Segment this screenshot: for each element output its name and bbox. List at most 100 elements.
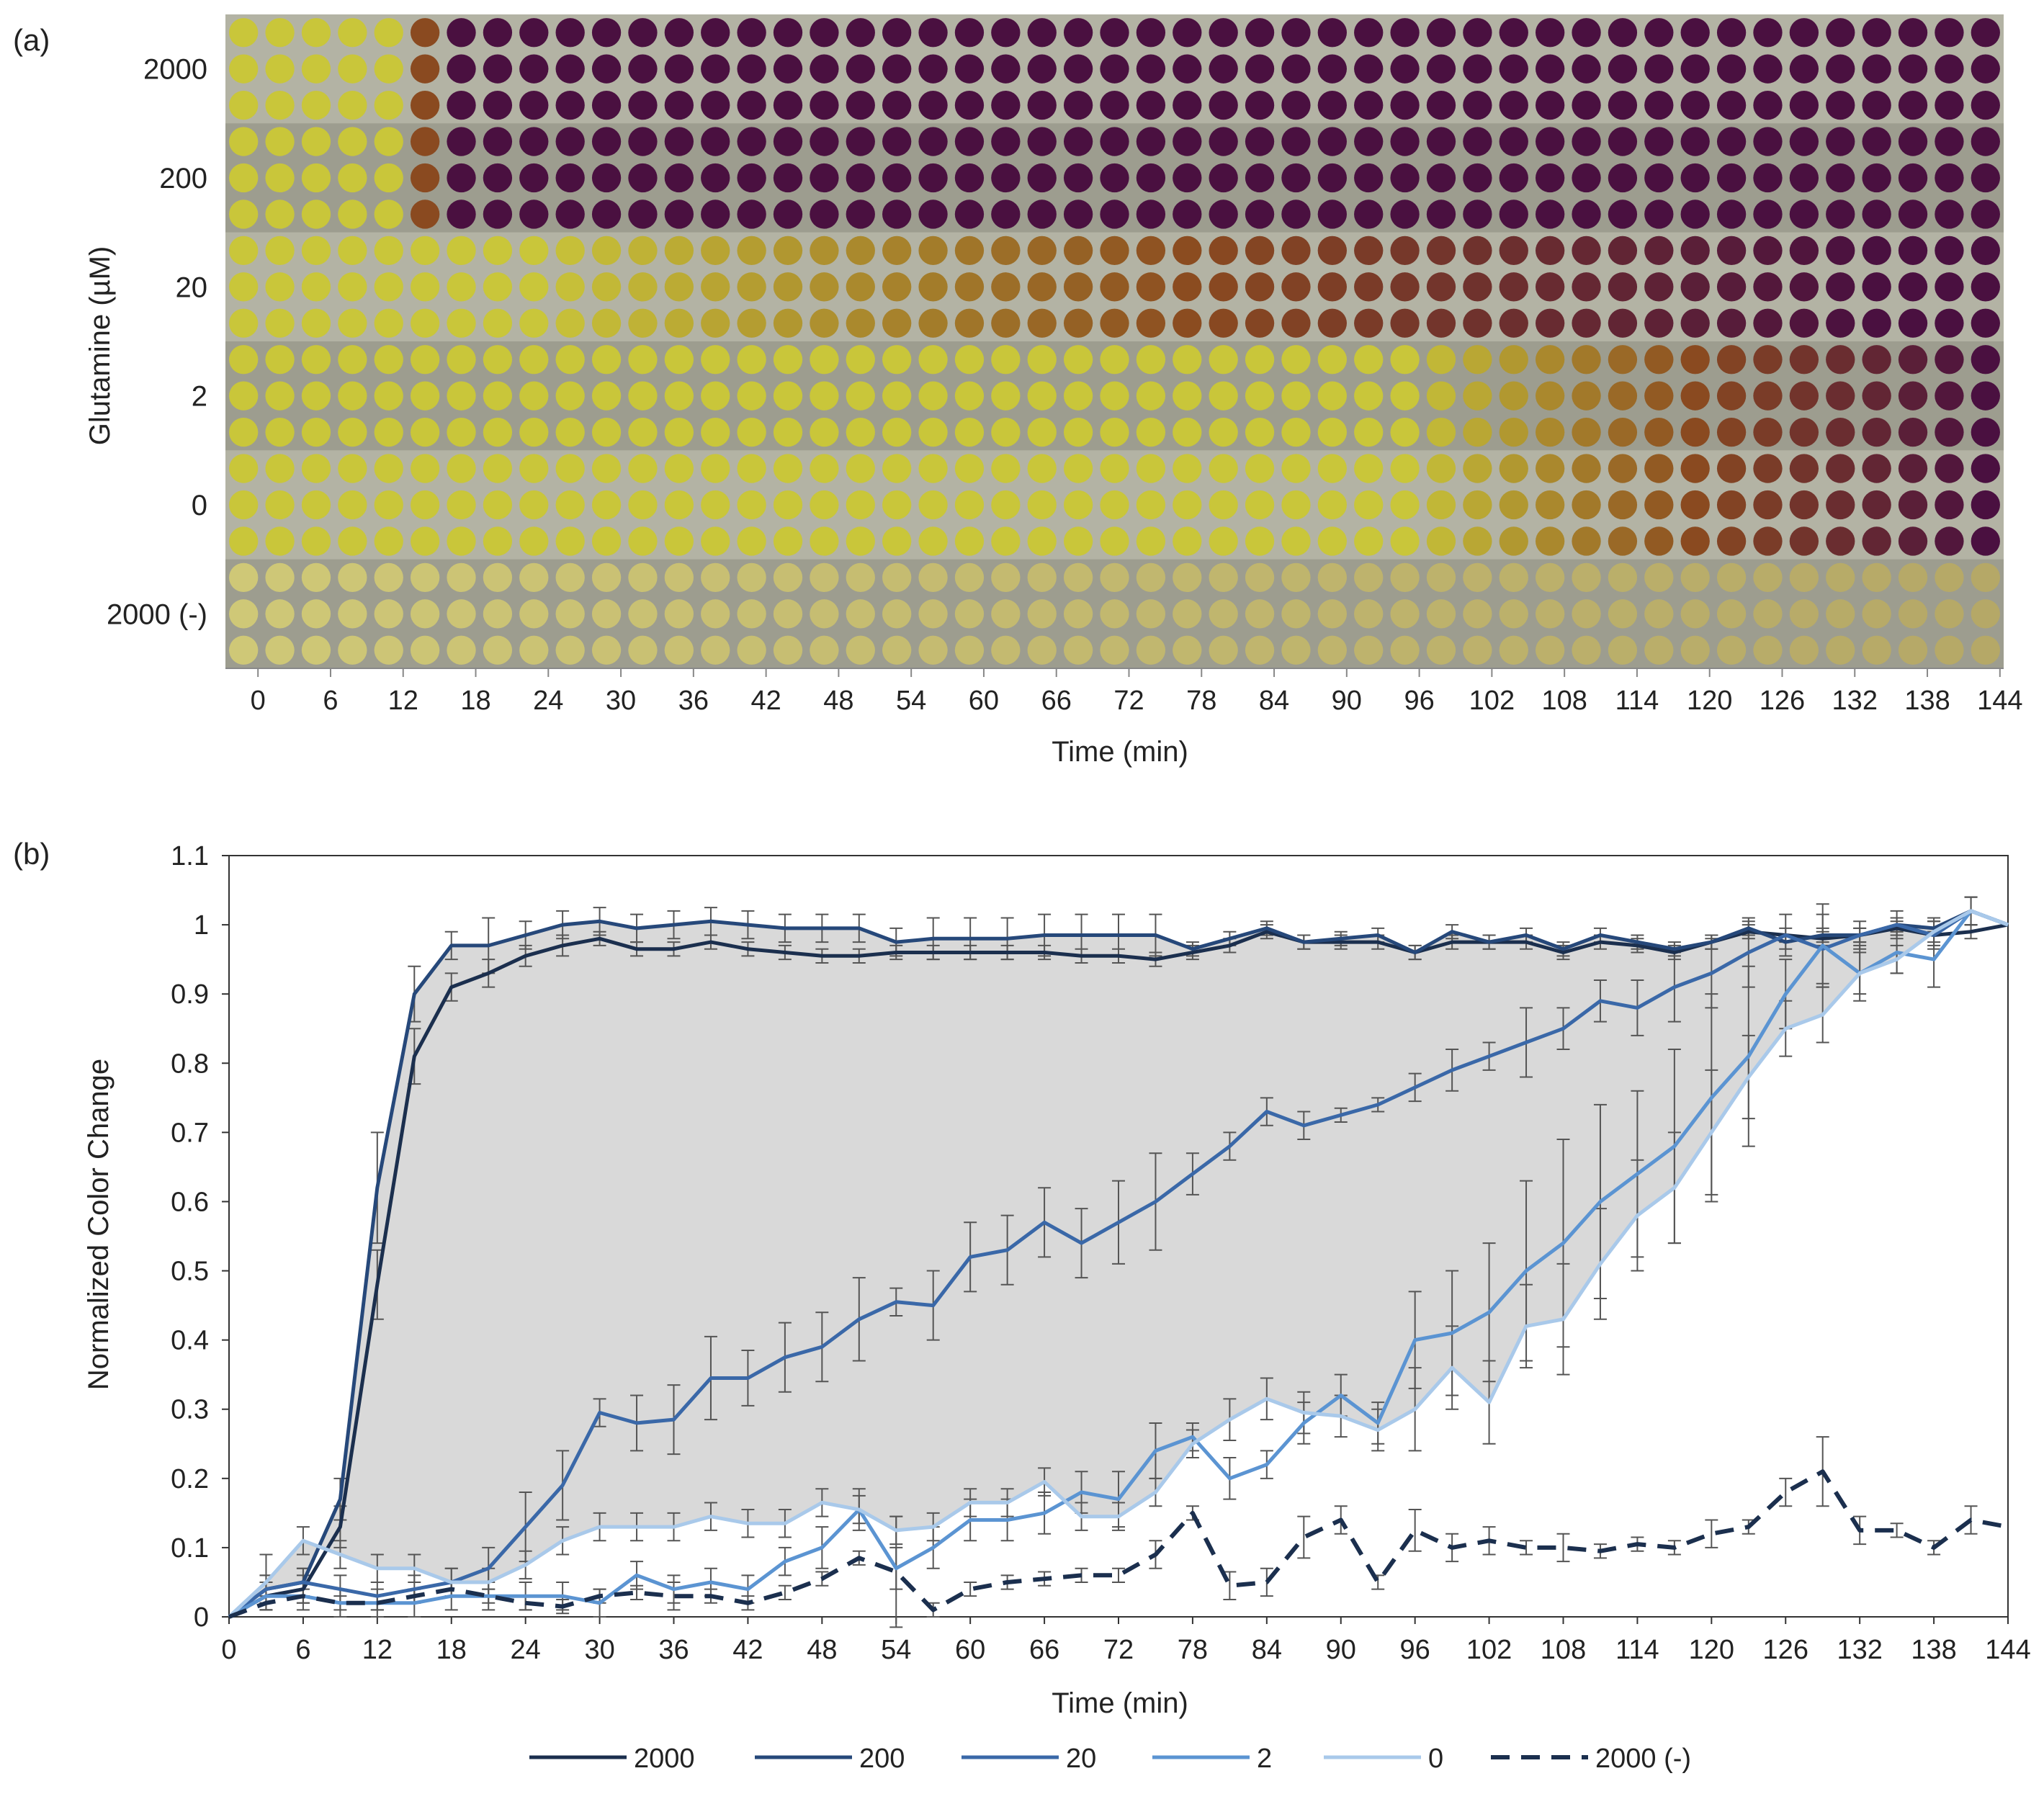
well <box>229 18 259 48</box>
well <box>882 199 912 229</box>
well <box>229 272 259 302</box>
well <box>810 526 839 556</box>
x-tick-label: 30 <box>606 686 636 716</box>
well <box>1716 308 1747 338</box>
well <box>1716 54 1747 84</box>
well <box>483 490 513 520</box>
well <box>447 454 476 483</box>
well <box>773 381 803 411</box>
well <box>338 562 367 593</box>
well <box>301 90 331 120</box>
well <box>918 562 948 593</box>
well <box>1063 599 1093 629</box>
well <box>1245 526 1275 556</box>
well <box>1136 308 1166 338</box>
well <box>1535 18 1565 48</box>
well <box>1063 127 1093 156</box>
well <box>1390 635 1420 665</box>
well <box>882 127 912 156</box>
well <box>991 526 1021 556</box>
well <box>1354 490 1384 520</box>
well <box>737 454 766 483</box>
well <box>882 54 912 84</box>
well <box>628 599 658 629</box>
well <box>265 127 295 156</box>
well <box>1898 381 1928 411</box>
well <box>1317 599 1347 629</box>
well <box>846 490 875 520</box>
x-tick-label: 132 <box>1837 1635 1882 1665</box>
series-line <box>228 1469 2009 1619</box>
well <box>591 308 622 338</box>
well <box>1971 381 2000 411</box>
well <box>810 599 839 629</box>
well <box>447 54 476 84</box>
well <box>1463 54 1492 84</box>
well <box>447 236 476 266</box>
well <box>1354 272 1384 302</box>
well <box>1499 199 1528 229</box>
well <box>1136 199 1166 229</box>
x-tick-label: 54 <box>881 1635 911 1665</box>
well <box>701 454 730 483</box>
well <box>1499 490 1528 520</box>
well <box>1245 381 1275 411</box>
well <box>1862 562 1891 593</box>
well <box>1463 490 1492 520</box>
well <box>737 127 766 156</box>
well <box>737 308 766 338</box>
x-tick-label: 90 <box>1332 686 1362 716</box>
well <box>991 635 1021 665</box>
well <box>1608 345 1638 375</box>
well <box>301 635 331 665</box>
well <box>265 308 295 338</box>
well <box>1935 599 1964 629</box>
well <box>1136 635 1166 665</box>
well <box>1063 236 1093 266</box>
well <box>1862 417 1891 447</box>
well <box>1499 635 1528 665</box>
well <box>810 490 839 520</box>
well <box>1826 236 1855 266</box>
well <box>1245 635 1275 665</box>
well <box>1426 526 1456 556</box>
well <box>1063 526 1093 556</box>
well <box>664 635 694 665</box>
well <box>447 127 476 156</box>
well <box>1753 417 1783 447</box>
well <box>1535 199 1565 229</box>
well <box>628 417 658 447</box>
well <box>701 308 730 338</box>
well <box>664 199 694 229</box>
well <box>483 127 513 156</box>
well <box>519 562 549 593</box>
well <box>1499 54 1528 84</box>
well <box>701 562 730 593</box>
well <box>1680 236 1710 266</box>
well <box>1789 272 1819 302</box>
well <box>1063 417 1093 447</box>
well <box>1245 454 1275 483</box>
well <box>1136 454 1166 483</box>
well <box>1935 308 1964 338</box>
well <box>1535 272 1565 302</box>
row-label: 2000 <box>143 54 207 86</box>
well <box>882 236 912 266</box>
well <box>1862 163 1891 193</box>
well <box>1209 417 1238 447</box>
x-tick-label: 126 <box>1763 1635 1808 1665</box>
well <box>1499 526 1528 556</box>
well <box>1209 272 1238 302</box>
well <box>918 345 948 375</box>
well <box>1935 417 1964 447</box>
chart-legend: 2000 200 20 2 0 2000 (-) <box>529 1744 1691 1774</box>
well <box>1826 90 1855 120</box>
well <box>1753 490 1783 520</box>
well <box>1209 163 1238 193</box>
well <box>519 163 549 193</box>
well <box>519 272 549 302</box>
well <box>918 308 948 338</box>
well <box>519 381 549 411</box>
well <box>555 599 585 629</box>
y-tick-label: 0.4 <box>171 1326 209 1356</box>
